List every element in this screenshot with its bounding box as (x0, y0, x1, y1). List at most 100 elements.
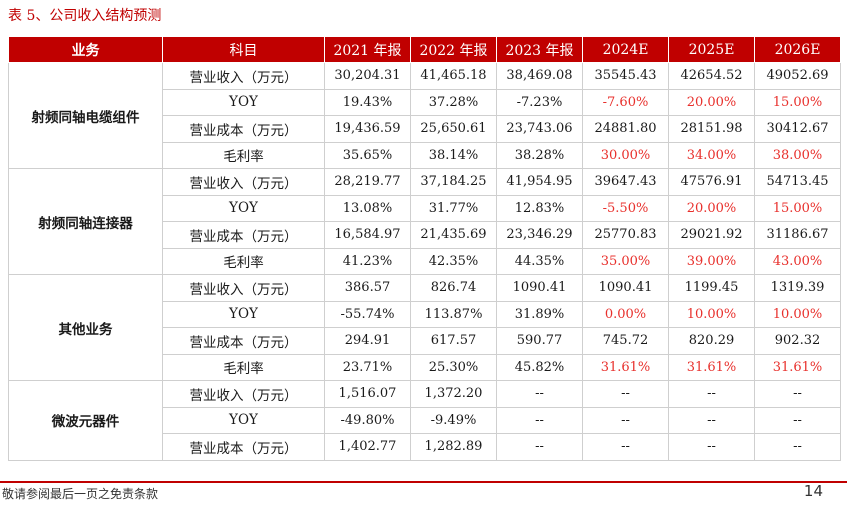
reported-value-cell: 386.57 (324, 274, 411, 302)
reported-value-cell: 38.28% (496, 141, 583, 169)
reported-value-cell: 294.91 (324, 327, 411, 355)
reported-value-cell: 38.14% (410, 141, 497, 169)
forecast-value-cell: 35.00% (582, 247, 669, 275)
reported-value-cell: -- (496, 406, 583, 434)
forecast-value-cell: -- (582, 406, 669, 434)
item-name-cell: 营业收入（万元） (162, 168, 325, 196)
reported-value-cell: 12.83% (496, 194, 583, 222)
table-row: 毛利率 23.71% 25.30% 45.82% 31.61% 31.61% 31.61% (9, 353, 841, 381)
forecast-value-cell: 745.72 (582, 327, 669, 355)
header-row: 业务 科目 2021 年报 2022 年报 2023 年报 2024E 2025… (8, 36, 841, 63)
reported-value-cell: 35.65% (324, 141, 411, 169)
header-cell-item: 科目 (162, 36, 325, 63)
forecast-value-cell: 31186.67 (754, 221, 841, 249)
forecast-value-cell: -7.60% (582, 88, 669, 116)
reported-value-cell: 1,372.20 (410, 380, 497, 408)
reported-value-cell: 13.08% (324, 194, 411, 222)
reported-value-cell: 38,469.08 (496, 62, 583, 90)
reported-value-cell: 19,436.59 (324, 115, 411, 143)
header-cell-2022: 2022 年报 (410, 36, 497, 63)
reported-value-cell: 41,954.95 (496, 168, 583, 196)
forecast-value-cell: 28151.98 (668, 115, 755, 143)
reported-value-cell: 25,650.61 (410, 115, 497, 143)
table-row: 射频同轴连接器 营业收入（万元） 28,219.77 37,184.25 41,954.… (8, 168, 841, 275)
forecast-value-cell: 1199.45 (668, 274, 755, 302)
table-row: 其他业务 营业收入（万元） 386.57 826.74 1090.41 1090.41 11… (8, 274, 841, 381)
reported-value-cell: 1090.41 (496, 274, 583, 302)
segment-name-cell: 其他业务 (8, 274, 163, 381)
header-cell-2025e: 2025E (668, 36, 755, 63)
header-cell-2023: 2023 年报 (496, 36, 583, 63)
forecast-value-cell: 0.00% (582, 300, 669, 328)
item-name-cell: YOY (162, 194, 325, 222)
forecast-value-cell: -- (754, 433, 841, 461)
forecast-value-cell: -- (668, 406, 755, 434)
reported-value-cell: 1,402.77 (324, 433, 411, 461)
reported-value-cell: 25.30% (410, 353, 497, 381)
table-row: YOY -49.80% -9.49% -- -- -- -- (9, 406, 841, 434)
forecast-value-cell: 29021.92 (668, 221, 755, 249)
forecast-value-cell: 902.32 (754, 327, 841, 355)
reported-value-cell: 31.89% (496, 300, 583, 328)
forecast-value-cell: 30.00% (582, 141, 669, 169)
item-name-cell: 营业成本（万元） (162, 327, 325, 355)
header-cell-business: 业务 (8, 36, 163, 63)
forecast-value-cell: 25770.83 (582, 221, 669, 249)
reported-value-cell: 617.57 (410, 327, 497, 355)
forecast-value-cell: -- (582, 380, 669, 408)
forecast-value-cell: -- (668, 433, 755, 461)
forecast-value-cell: 24881.80 (582, 115, 669, 143)
item-name-cell: 营业收入（万元） (162, 380, 325, 408)
reported-value-cell: 41,465.18 (410, 62, 497, 90)
footer-rule (0, 481, 847, 483)
item-name-cell: 毛利率 (162, 141, 325, 169)
reported-value-cell: 44.35% (496, 247, 583, 275)
forecast-value-cell: 31.61% (754, 353, 841, 381)
forecast-value-cell: 820.29 (668, 327, 755, 355)
item-name-cell: 营业成本（万元） (162, 433, 325, 461)
reported-value-cell: 41.23% (324, 247, 411, 275)
reported-value-cell: 23,346.29 (496, 221, 583, 249)
item-name-cell: YOY (162, 88, 325, 116)
table-body: 射频同轴电缆组件 营业收入（万元） 30,204.31 41,465.18 38,469… (8, 62, 841, 461)
header-cell-2026e: 2026E (754, 36, 841, 63)
item-name-cell: 毛利率 (162, 353, 325, 381)
forecast-value-cell: 30412.67 (754, 115, 841, 143)
disclaimer-text: 敬请参阅最后一页之免责条款 (2, 487, 159, 501)
forecast-value-cell: 10.00% (754, 300, 841, 328)
table-row: 射频同轴电缆组件 营业收入（万元） 30,204.31 41,465.18 38,469… (8, 62, 841, 169)
reported-value-cell: 31.77% (410, 194, 497, 222)
reported-value-cell: 16,584.97 (324, 221, 411, 249)
table-row: YOY 19.43% 37.28% -7.23% -7.60% 20.00% 15.00% (9, 88, 841, 116)
forecast-value-cell: 35545.43 (582, 62, 669, 90)
reported-value-cell: 826.74 (410, 274, 497, 302)
reported-value-cell: 23.71% (324, 353, 411, 381)
forecast-value-cell: 31.61% (668, 353, 755, 381)
reported-value-cell: -9.49% (410, 406, 497, 434)
header-cell-2021: 2021 年报 (324, 36, 411, 63)
item-name-cell: 营业收入（万元） (162, 62, 325, 90)
forecast-value-cell: 49052.69 (754, 62, 841, 90)
reported-value-cell: -49.80% (324, 406, 411, 434)
table-row: 营业成本（万元） 1,402.77 1,282.89 -- -- -- -- (9, 433, 841, 461)
forecast-value-cell: 43.00% (754, 247, 841, 275)
segment-name-cell: 微波元器件 (8, 380, 163, 461)
table-row: YOY -55.74% 113.87% 31.89% 0.00% 10.00% 10.00% (9, 300, 841, 328)
header-cell-2024e: 2024E (582, 36, 669, 63)
reported-value-cell: -7.23% (496, 88, 583, 116)
forecast-value-cell: 1319.39 (754, 274, 841, 302)
segment-name-cell: 射频同轴电缆组件 (8, 62, 163, 169)
reported-value-cell: 45.82% (496, 353, 583, 381)
item-name-cell: 营业成本（万元） (162, 221, 325, 249)
reported-value-cell: 21,435.69 (410, 221, 497, 249)
table-row: 毛利率 35.65% 38.14% 38.28% 30.00% 34.00% 38.00% (9, 141, 841, 169)
reported-value-cell: 590.77 (496, 327, 583, 355)
forecast-value-cell: 42654.52 (668, 62, 755, 90)
forecast-value-cell: 39.00% (668, 247, 755, 275)
table-caption: 表 5、公司收入结构预测 (8, 8, 162, 24)
reported-value-cell: 19.43% (324, 88, 411, 116)
forecast-value-cell: 54713.45 (754, 168, 841, 196)
table-row: 营业成本（万元） 16,584.97 21,435.69 23,346.29 25770… (9, 221, 841, 249)
item-name-cell: 毛利率 (162, 247, 325, 275)
item-name-cell: YOY (162, 406, 325, 434)
